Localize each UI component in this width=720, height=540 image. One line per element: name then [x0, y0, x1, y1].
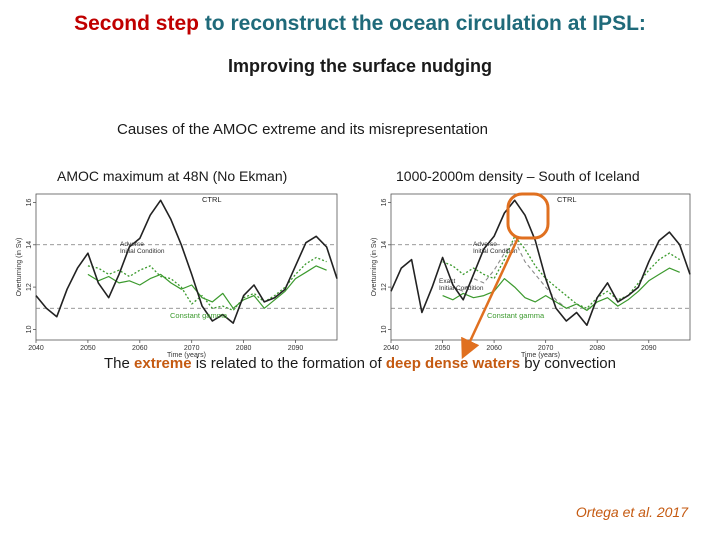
conclusion-text: The extreme is related to the formation … [0, 355, 720, 372]
highlight-arrow [461, 237, 520, 360]
conclusion-middle: is related to the formation of [191, 355, 386, 372]
y-tick-label: 14 [26, 241, 33, 249]
y-axis-label: Overturning (in Sv) [371, 238, 378, 297]
x-tick-label: 2080 [589, 345, 605, 352]
conclusion-before: The [104, 355, 135, 372]
x-tick-label: 2070 [538, 345, 554, 352]
x-tick-label: 2060 [132, 345, 148, 352]
conclusion-extreme: extreme [134, 355, 192, 372]
x-tick-label: 2060 [486, 345, 502, 352]
highlight-box [506, 192, 550, 240]
x-tick-label: 2040 [28, 345, 44, 352]
x-tick-label: 2040 [383, 345, 399, 352]
series-line [35, 199, 338, 324]
x-axis-label: Time (years) [167, 352, 206, 359]
y-tick-label: 12 [26, 283, 33, 291]
series-line [87, 265, 327, 309]
title-rest: to reconstruct the ocean circulation at … [204, 12, 646, 35]
conclusion-after: by convection [520, 355, 616, 372]
x-tick-label: 2090 [288, 345, 304, 352]
title-highlight: Second step [74, 12, 199, 35]
y-tick-label: 10 [26, 325, 33, 333]
series-annotation-cont: Initial Condition [120, 248, 165, 255]
y-axis-label: Overturning (in Sv) [16, 238, 23, 297]
y-tick-label: 10 [381, 325, 388, 333]
series-annotation: Exact [439, 278, 455, 285]
conclusion-deep-waters: deep dense waters [385, 355, 521, 372]
series-annotation: Constant gamma [487, 311, 545, 320]
series-annotation-cont: Initial Condition [439, 285, 484, 292]
y-tick-label: 14 [381, 241, 388, 249]
slide-subtitle: Improving the surface nudging [227, 56, 492, 76]
citation: Ortega et al. 2017 [575, 504, 688, 520]
y-tick-label: 12 [381, 283, 388, 291]
plot-frame [35, 193, 338, 341]
series-annotation: Constant gamma [170, 311, 228, 320]
x-tick-label: 2050 [435, 345, 451, 352]
x-tick-label: 2090 [641, 345, 657, 352]
y-tick-label: 16 [381, 198, 388, 206]
series-annotation: CTRL [202, 195, 222, 204]
series-annotation: CTRL [557, 195, 577, 204]
x-tick-label: 2080 [236, 345, 252, 352]
x-tick-label: 2050 [80, 345, 96, 352]
series-line [442, 267, 680, 312]
causes-heading: Causes of the AMOC extreme and its misre… [117, 121, 489, 138]
series-annotation: Adverse [473, 241, 497, 248]
right-panel-title: 1000-2000m density – South of Iceland [396, 168, 640, 184]
series-line [390, 199, 691, 326]
slide-title: Second step to reconstruct the ocean cir… [0, 12, 720, 36]
amoc-chart: 10 12 14 16 Overturning (in Sv) 2040 2050 2060 2… [16, 193, 338, 359]
density-chart: 10 12 14 16 Overturning (in Sv) 2040 2050 2060 2… [371, 193, 691, 359]
y-tick-label: 16 [26, 198, 33, 206]
series-annotation-cont: Initial Condition [473, 248, 518, 255]
x-axis-label: Time (years) [521, 352, 560, 359]
series-annotation: Adverse [120, 241, 144, 248]
x-tick-label: 2070 [184, 345, 200, 352]
left-panel-title: AMOC maximum at 48N (No Ekman) [57, 168, 288, 184]
